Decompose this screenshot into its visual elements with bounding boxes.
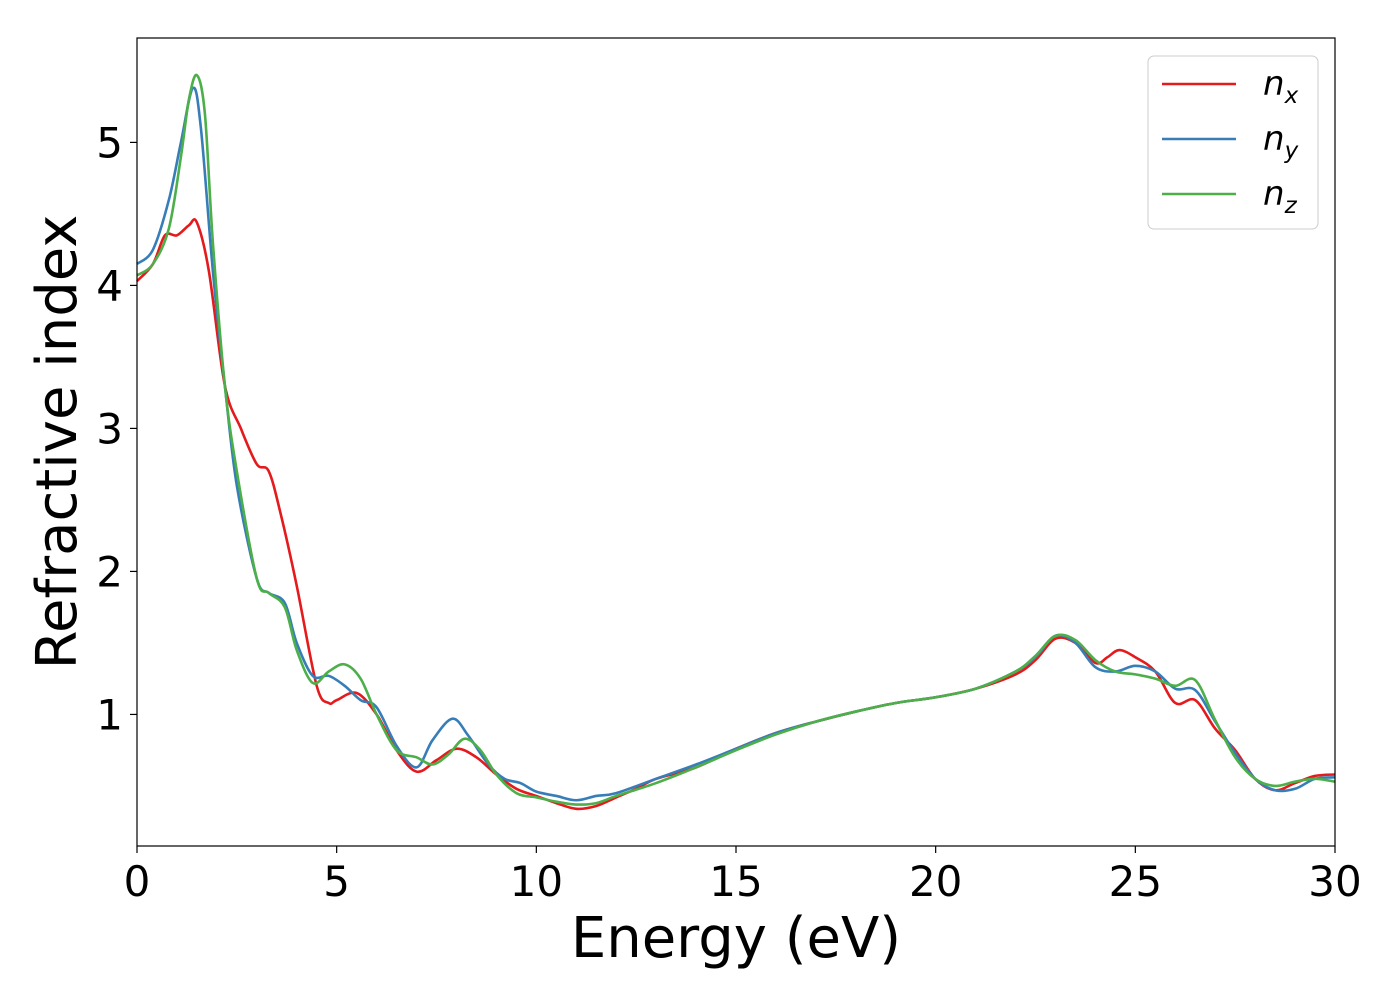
x-tick-label: 0 (124, 857, 151, 906)
series-line-nx (136, 218, 1336, 811)
x-tick-label: 30 (1308, 857, 1361, 906)
y-tick-label: 4 (96, 261, 123, 310)
series-line-ny (136, 86, 1336, 802)
legend-box (1147, 55, 1319, 230)
legend-label-ny: ny (1263, 119, 1299, 164)
series-lines (136, 73, 1336, 811)
y-tick-label: 5 (96, 118, 123, 167)
x-axis: 0 5 10 15 20 25 30 (124, 846, 1362, 906)
y-tick-label: 3 (96, 404, 123, 453)
y-axis: 1 2 3 4 5 (96, 118, 137, 739)
legend: nx ny nz (1147, 55, 1319, 230)
y-axis-title: Refractive index (25, 215, 90, 670)
x-tick-label: 5 (323, 857, 350, 906)
legend-label-nz: nz (1263, 174, 1298, 219)
x-tick-label: 20 (909, 857, 962, 906)
x-tick-label: 10 (510, 857, 563, 906)
y-tick-label: 2 (96, 547, 123, 596)
x-tick-label: 15 (709, 857, 762, 906)
y-tick-label: 1 (96, 690, 123, 739)
x-tick-label: 25 (1109, 857, 1162, 906)
series-line-nz (136, 73, 1336, 806)
x-axis-title: Energy (eV) (571, 906, 901, 971)
legend-label-nx: nx (1263, 64, 1299, 109)
